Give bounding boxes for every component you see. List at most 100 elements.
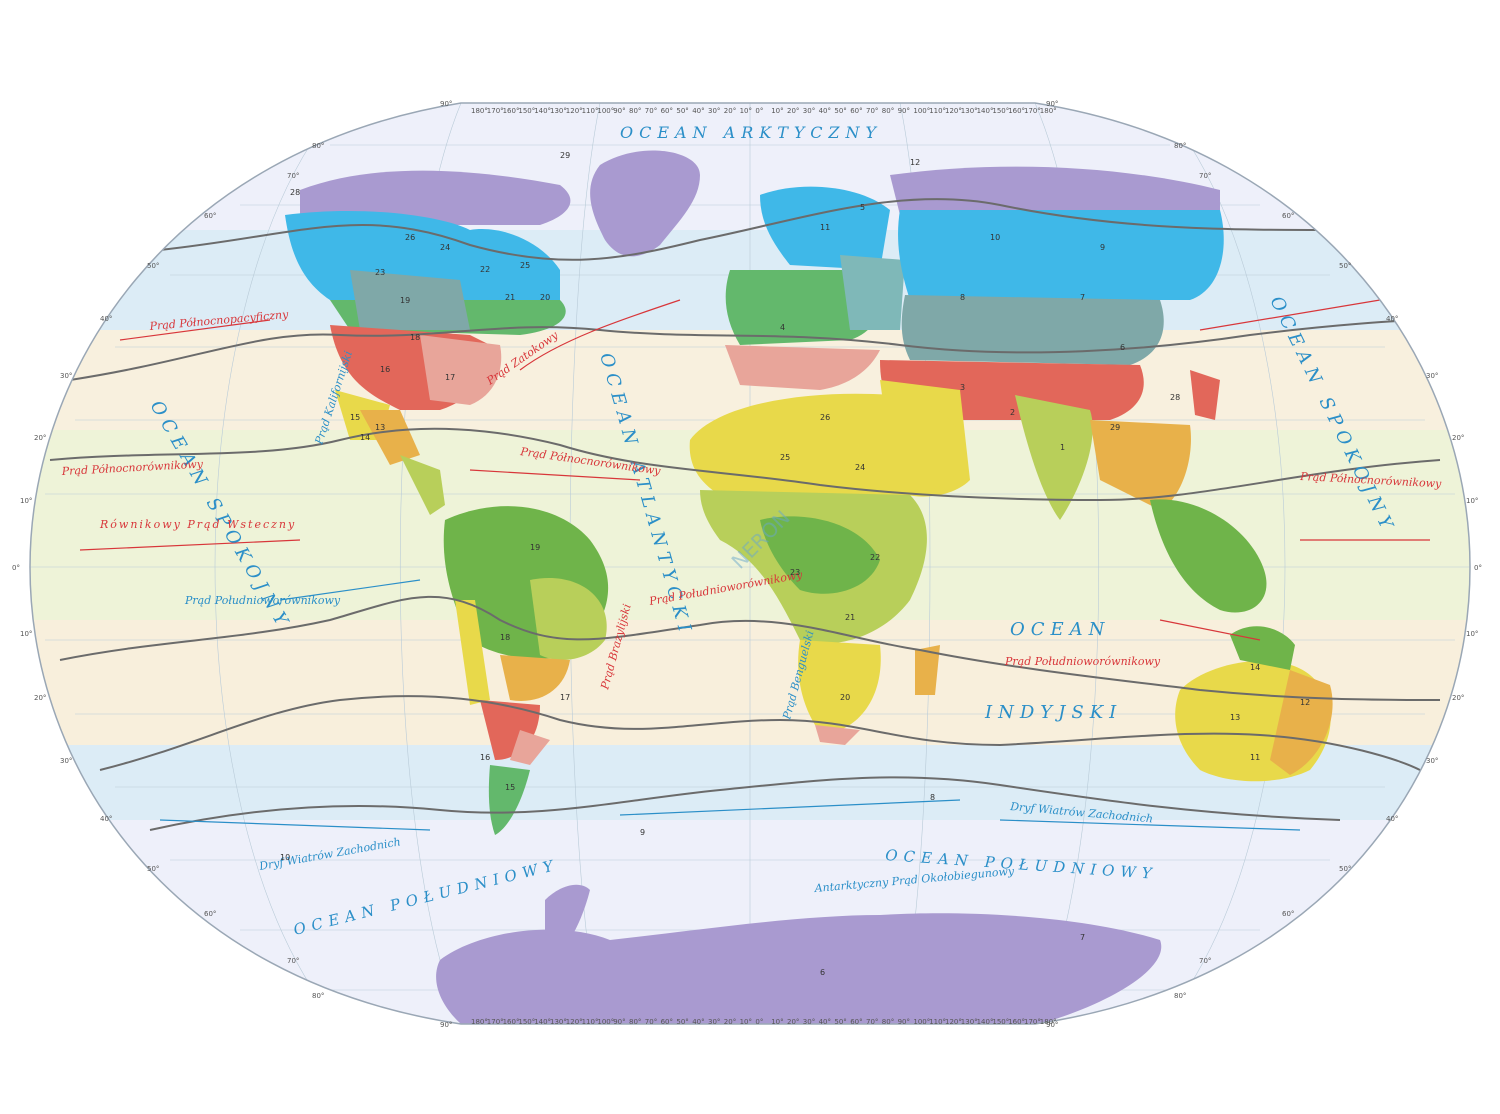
current-south-equatorial-pacific: Prąd Południoworównikowy bbox=[184, 594, 341, 607]
latitude-label: 90° bbox=[1046, 1021, 1058, 1029]
zone-number: 16 bbox=[480, 753, 490, 762]
longitude-label: 120° bbox=[566, 107, 583, 115]
zone-number: 22 bbox=[870, 553, 880, 562]
latitude-label: 70° bbox=[287, 172, 299, 180]
longitude-label: 120° bbox=[945, 1018, 962, 1026]
latitude-label: 0° bbox=[1474, 564, 1482, 572]
longitude-label: 60° bbox=[661, 1018, 673, 1026]
longitude-label: 60° bbox=[850, 1018, 862, 1026]
longitude-label: 80° bbox=[629, 1018, 641, 1026]
latitude-label: 50° bbox=[147, 865, 159, 873]
latitude-label: 50° bbox=[1339, 262, 1351, 270]
longitude-label: 0° bbox=[755, 107, 763, 115]
longitude-label: 170° bbox=[1024, 107, 1041, 115]
north-america bbox=[285, 170, 571, 515]
top-longitude-labels: 180°170°160°150°140°130°120°110°100°90° 8… bbox=[471, 107, 1057, 115]
longitude-label: 40° bbox=[692, 1018, 704, 1026]
zone-number: 17 bbox=[445, 373, 455, 382]
longitude-label: 140° bbox=[977, 1018, 994, 1026]
latitude-label: 10° bbox=[1466, 630, 1478, 638]
zone-number: 28 bbox=[290, 188, 300, 197]
zone-number: 23 bbox=[375, 268, 385, 277]
longitude-label: 130° bbox=[961, 1018, 978, 1026]
latitude-label: 30° bbox=[60, 757, 72, 765]
current-arrows bbox=[79, 299, 1430, 831]
zone-number: 25 bbox=[520, 261, 530, 270]
latitude-label: 30° bbox=[1426, 757, 1438, 765]
longitude-label: 30° bbox=[803, 1018, 815, 1026]
longitude-label: 100° bbox=[913, 1018, 930, 1026]
latitude-label: 70° bbox=[287, 957, 299, 965]
zone-number: 6 bbox=[1120, 343, 1125, 352]
zone-number: 16 bbox=[380, 365, 390, 374]
longitude-label: 120° bbox=[566, 1018, 583, 1026]
latitude-label: 60° bbox=[204, 910, 216, 918]
zone-number: 17 bbox=[560, 693, 570, 702]
latitude-label: 20° bbox=[34, 694, 46, 702]
latitude-label: 90° bbox=[440, 100, 452, 108]
longitude-label: 90° bbox=[613, 107, 625, 115]
latitude-label: 20° bbox=[34, 434, 46, 442]
longitude-label: 160° bbox=[503, 107, 520, 115]
latitude-label: 60° bbox=[1282, 212, 1294, 220]
zone-number: 23 bbox=[790, 568, 800, 577]
longitude-label: 100° bbox=[597, 1018, 614, 1026]
zone-number: 9 bbox=[640, 828, 645, 837]
arctic-ocean-label: OCEAN ARKTYCZNY bbox=[620, 123, 882, 142]
longitude-label: 20° bbox=[787, 1018, 799, 1026]
zone-number: 19 bbox=[400, 296, 410, 305]
longitude-label: 80° bbox=[882, 1018, 894, 1026]
latitude-label: 40° bbox=[1386, 815, 1398, 823]
latitude-label: 50° bbox=[147, 262, 159, 270]
current-south-equatorial-indian: Prąd Południoworównikowy bbox=[1004, 655, 1161, 668]
latitude-label: 10° bbox=[20, 630, 32, 638]
longitude-label: 130° bbox=[550, 107, 567, 115]
longitude-label: 120° bbox=[945, 107, 962, 115]
longitude-label: 90° bbox=[898, 1018, 910, 1026]
zone-number: 24 bbox=[855, 463, 865, 472]
latitude-label: 70° bbox=[1199, 957, 1211, 965]
zone-number: 13 bbox=[1230, 713, 1240, 722]
longitude-label: 110° bbox=[582, 107, 599, 115]
latitude-label: 40° bbox=[100, 315, 112, 323]
zone-number: 12 bbox=[910, 158, 920, 167]
zone-number: 21 bbox=[845, 613, 855, 622]
zone-number: 7 bbox=[1080, 293, 1085, 302]
zone-number: 8 bbox=[960, 293, 965, 302]
zone-number: 14 bbox=[1250, 663, 1260, 672]
latitude-label: 70° bbox=[1199, 172, 1211, 180]
longitude-label: 0° bbox=[755, 1018, 763, 1026]
zone-number: 12 bbox=[1300, 698, 1310, 707]
indian-ocean-label-2: INDYJSKI bbox=[984, 702, 1122, 723]
zone-number: 11 bbox=[820, 223, 830, 232]
latitude-label: 10° bbox=[20, 497, 32, 505]
longitude-label: 70° bbox=[645, 1018, 657, 1026]
longitude-label: 60° bbox=[850, 107, 862, 115]
longitude-label: 30° bbox=[708, 1018, 720, 1026]
latitude-label: 40° bbox=[100, 815, 112, 823]
latitude-label: 10° bbox=[1466, 497, 1478, 505]
zone-number: 1 bbox=[1060, 443, 1065, 452]
longitude-label: 150° bbox=[992, 107, 1009, 115]
longitude-label: 70° bbox=[645, 107, 657, 115]
longitude-label: 130° bbox=[550, 1018, 567, 1026]
zone-number: 2 bbox=[1010, 408, 1015, 417]
longitude-label: 180° bbox=[1040, 107, 1057, 115]
latitude-label: 30° bbox=[1426, 372, 1438, 380]
longitude-label: 160° bbox=[503, 1018, 520, 1026]
zone-number: 26 bbox=[820, 413, 830, 422]
latitude-label: 80° bbox=[1174, 992, 1186, 1000]
latitude-label: 0° bbox=[12, 564, 20, 572]
climate-boundaries bbox=[49, 198, 1441, 831]
latitude-label: 90° bbox=[1046, 100, 1058, 108]
latitude-label: 50° bbox=[1339, 865, 1351, 873]
zone-number: 10 bbox=[280, 853, 290, 862]
longitude-label: 170° bbox=[1024, 1018, 1041, 1026]
longitude-label: 50° bbox=[676, 107, 688, 115]
zone-number: 29 bbox=[1110, 423, 1120, 432]
zone-number: 8 bbox=[930, 793, 935, 802]
left-latitude-labels: 90° 80° 70° 60° 50° 40° 30° 20° 10° 0° 10° 20° 30° 40… bbox=[12, 100, 452, 1029]
longitude-label: 70° bbox=[866, 1018, 878, 1026]
zone-number: 15 bbox=[505, 783, 515, 792]
